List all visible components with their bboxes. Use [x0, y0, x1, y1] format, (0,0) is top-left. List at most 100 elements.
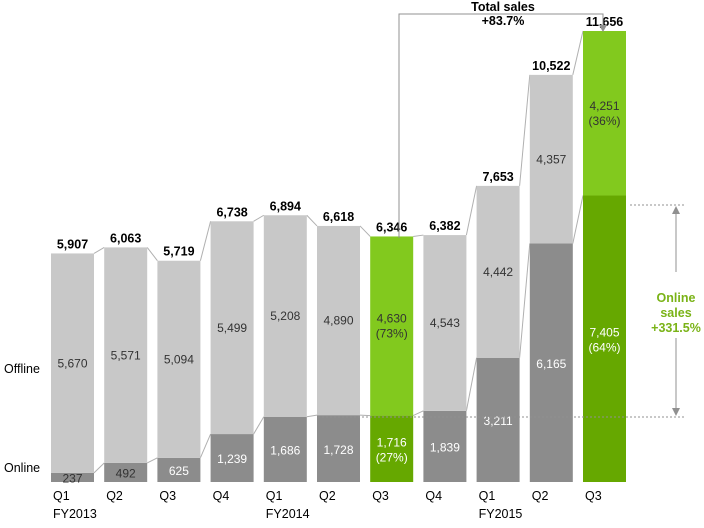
bar-offline-1	[51, 253, 94, 473]
value-label-online-4: 1,239	[217, 452, 247, 466]
x-tick-label-7: Q3	[372, 489, 389, 503]
bar-online-5	[263, 416, 307, 482]
value-label-online-7-line-2: (27%)	[376, 451, 408, 465]
bar-online-6	[317, 415, 360, 482]
total-label-4: 6,738	[216, 205, 247, 219]
value-label-offline-10: 4,357	[536, 152, 566, 166]
value-label-offline-4: 5,499	[217, 321, 247, 335]
value-label-online-7-line-1: 1,716	[377, 436, 407, 450]
total-label-11: 11,656	[586, 15, 624, 29]
bar-connectors	[93, 30, 584, 474]
total-label-8: 6,382	[429, 219, 460, 233]
total-label-9: 7,653	[482, 170, 513, 184]
value-label-online-1: 237	[62, 472, 82, 486]
legend-online: Online	[4, 461, 40, 475]
connector-online-9	[519, 243, 531, 358]
bar-online-11	[583, 195, 626, 482]
x-tick-label-8: Q4	[425, 489, 442, 503]
bar-online-10	[529, 243, 573, 482]
x-tick-label-10: Q2	[532, 489, 549, 503]
connector-online-2	[146, 457, 158, 464]
total-label-7: 6,346	[376, 220, 407, 234]
bar-offline-2	[104, 247, 148, 463]
value-label-online-3: 625	[169, 464, 189, 478]
connector-total-10	[572, 30, 584, 75]
connector-total-3	[199, 221, 212, 261]
value-label-offline-6: 4,890	[323, 314, 353, 328]
connector-total-2	[146, 247, 158, 262]
bar-online-7	[370, 415, 414, 482]
value-label-online-6: 1,728	[323, 443, 353, 457]
value-labels-group: 237 5,670 492 5,571 625 5,094 1,239 5,499 1,686 5…	[57, 99, 620, 486]
value-label-online-5: 1,686	[270, 444, 300, 458]
value-label-offline-3: 5,094	[164, 352, 194, 366]
connector-online-1	[93, 462, 105, 474]
total-sales-annotation: Total sales +83.7%	[398, 0, 607, 238]
total-label-2: 6,063	[110, 231, 141, 245]
x-year-label-1: FY2013	[53, 507, 97, 521]
value-label-offline-8: 4,543	[430, 316, 460, 330]
connector-online-7	[412, 410, 424, 417]
bar-offline-6	[317, 225, 360, 416]
online-sales-arrowhead-down	[672, 408, 680, 416]
value-label-online-9: 3,211	[484, 414, 513, 428]
value-label-online-11-line-1: 7,405	[589, 325, 619, 339]
connector-online-5	[306, 414, 318, 418]
x-tick-label-4: Q4	[213, 489, 230, 503]
bar-offline-3	[157, 260, 201, 458]
x-axis-labels: Q1 FY2013 Q2 Q3 Q4 Q1 FY2014 Q2 Q3 Q4 Q1 FY2015 Q2 Q3	[53, 489, 602, 521]
total-label-10: 10,522	[532, 59, 570, 73]
x-tick-label-5: Q1	[266, 489, 283, 503]
bar-online-2	[104, 462, 148, 482]
bar-online-1	[51, 472, 94, 482]
total-sales-arrowhead	[599, 25, 607, 32]
bar-offline-9	[476, 185, 520, 358]
total-label-1: 5,907	[57, 237, 88, 251]
bar-online-3	[157, 457, 201, 482]
value-label-online-2: 492	[116, 467, 136, 481]
connector-online-8	[465, 357, 478, 411]
value-label-online-10: 6,165	[536, 357, 566, 371]
connector-total-1	[93, 246, 105, 254]
value-label-offline-7-line-1: 4,630	[377, 312, 407, 326]
x-tick-label-3: Q3	[159, 489, 176, 503]
bars-group	[51, 31, 626, 482]
x-tick-label-11: Q3	[585, 489, 602, 503]
legend-offline: Offline	[4, 362, 40, 376]
bar-offline-10	[529, 74, 573, 244]
connector-total-7	[413, 234, 424, 237]
value-label-offline-7-line-2: (73%)	[376, 327, 408, 341]
connector-total-6	[359, 225, 371, 237]
bar-offline-8	[423, 235, 467, 411]
bar-online-4	[210, 434, 254, 482]
value-label-offline-2: 5,571	[111, 348, 141, 362]
bar-online-9	[476, 357, 520, 482]
online-sales-label-1: Online	[657, 291, 696, 305]
bar-offline-11	[583, 31, 626, 196]
bar-offline-4	[210, 221, 254, 435]
value-label-offline-5: 5,208	[270, 309, 300, 323]
value-label-offline-11-line-1: 4,251	[589, 99, 619, 113]
total-label-6: 6,618	[323, 210, 354, 224]
bar-offline-5	[263, 215, 307, 417]
total-sales-growth: +83.7%	[482, 14, 525, 28]
connector-total-9	[519, 74, 531, 186]
x-year-label-5: FY2014	[266, 507, 310, 521]
value-label-offline-11-line-2: (36%)	[588, 114, 620, 128]
bar-offline-7	[370, 236, 414, 416]
x-tick-label-6: Q2	[319, 489, 336, 503]
x-tick-label-1: Q1	[53, 489, 70, 503]
value-label-online-11-line-2: (64%)	[588, 340, 620, 354]
total-label-5: 6,894	[270, 199, 301, 213]
x-year-label-9: FY2015	[479, 507, 523, 521]
connector-online-3	[199, 433, 212, 459]
value-label-online-8: 1,839	[430, 441, 460, 455]
connector-total-5	[306, 214, 318, 227]
value-label-offline-1: 5,670	[57, 356, 87, 370]
connector-online-10	[572, 195, 584, 244]
online-sales-annotation: Online sales +331.5%	[318, 204, 701, 418]
x-tick-label-9: Q1	[479, 489, 496, 503]
connector-online-4	[253, 416, 265, 435]
online-sales-arrowhead-up	[672, 206, 680, 214]
